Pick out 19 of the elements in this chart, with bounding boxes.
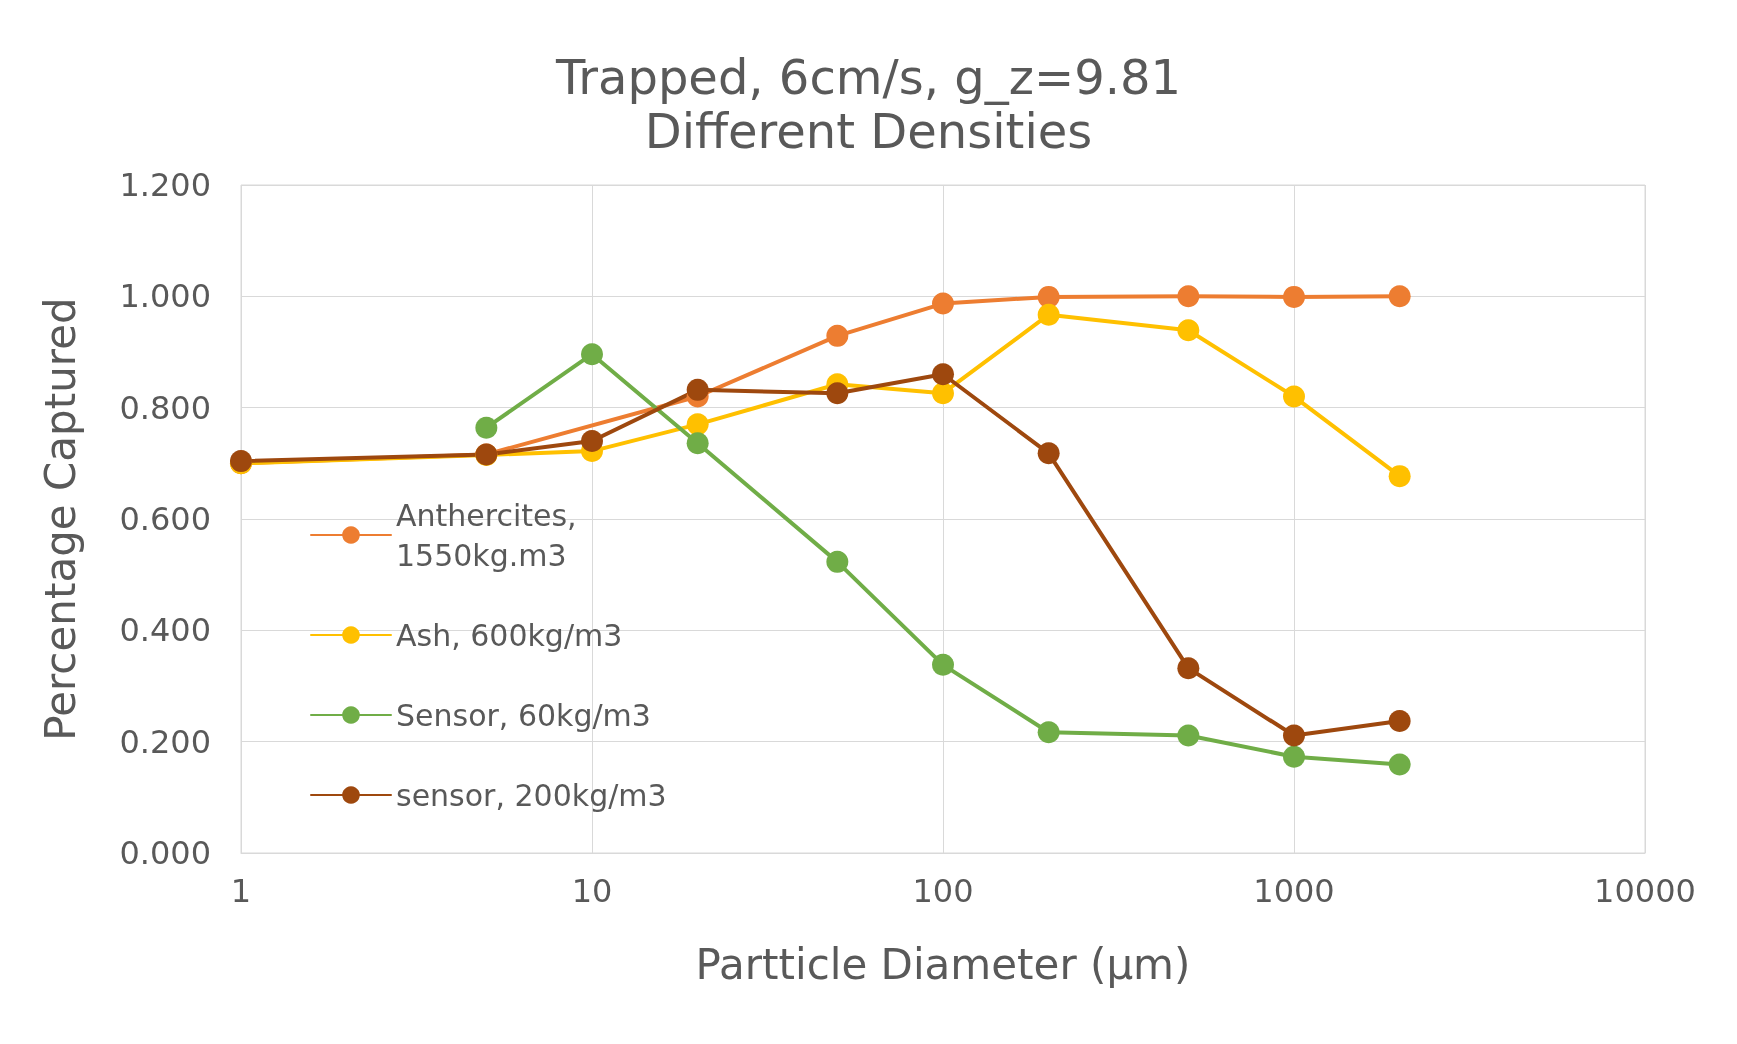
y-tick-label: 1.200	[119, 166, 211, 204]
x-axis-title: Partticle Diameter (µm)	[695, 939, 1191, 989]
y-tick-label: 0.400	[119, 611, 211, 650]
x-tick-label: 1	[230, 872, 252, 910]
y-tick-label: 0.200	[119, 722, 211, 761]
chart-title: Trapped, 6cm/s, g_z=9.81	[554, 49, 1182, 105]
x-tick-label: 100	[912, 872, 974, 910]
legend-label: Ash, 600kg/m3	[396, 617, 623, 653]
x-tick-label: 10	[571, 872, 613, 910]
y-tick-label: 0.600	[119, 500, 211, 538]
x-tick-label: 1000	[1253, 872, 1335, 910]
y-axis-title: Percentage Captured	[35, 297, 85, 741]
legend-label: Sensor, 60kg/m3	[396, 697, 651, 733]
y-tick-label: 0.800	[119, 388, 211, 427]
x-tick-label: 10000	[1594, 872, 1696, 910]
legend-label: sensor, 200kg/m3	[396, 777, 667, 813]
y-tick-label: 0.000	[119, 834, 211, 872]
legend-label: Anthercites, 1550kg.m3	[396, 497, 587, 573]
y-tick-label: 1.000	[119, 277, 211, 316]
